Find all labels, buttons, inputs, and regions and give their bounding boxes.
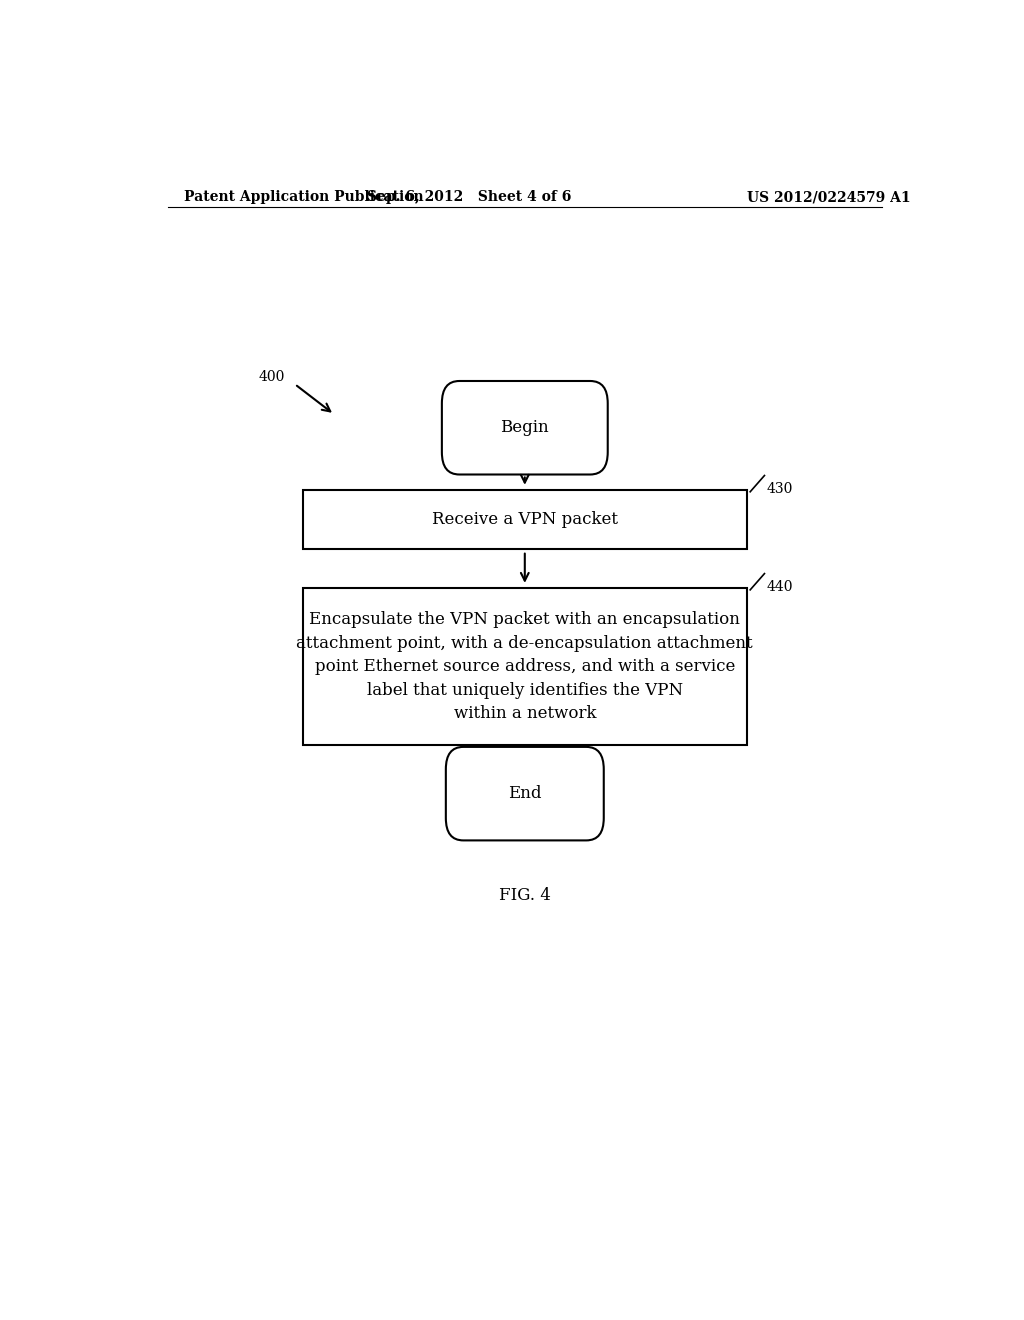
FancyBboxPatch shape [442, 381, 607, 474]
Text: FIG. 4: FIG. 4 [499, 887, 551, 904]
Text: Sep. 6, 2012   Sheet 4 of 6: Sep. 6, 2012 Sheet 4 of 6 [367, 190, 571, 205]
Text: Patent Application Publication: Patent Application Publication [183, 190, 423, 205]
FancyBboxPatch shape [303, 490, 748, 549]
Text: End: End [508, 785, 542, 803]
Text: Begin: Begin [501, 420, 549, 436]
Text: Encapsulate the VPN packet with an encapsulation
attachment point, with a de-enc: Encapsulate the VPN packet with an encap… [297, 611, 753, 722]
FancyBboxPatch shape [445, 747, 604, 841]
Text: Receive a VPN packet: Receive a VPN packet [432, 511, 617, 528]
Text: 430: 430 [767, 482, 794, 495]
Text: 440: 440 [767, 579, 794, 594]
Text: 400: 400 [259, 370, 286, 384]
Text: US 2012/0224579 A1: US 2012/0224579 A1 [748, 190, 910, 205]
FancyBboxPatch shape [303, 587, 748, 746]
